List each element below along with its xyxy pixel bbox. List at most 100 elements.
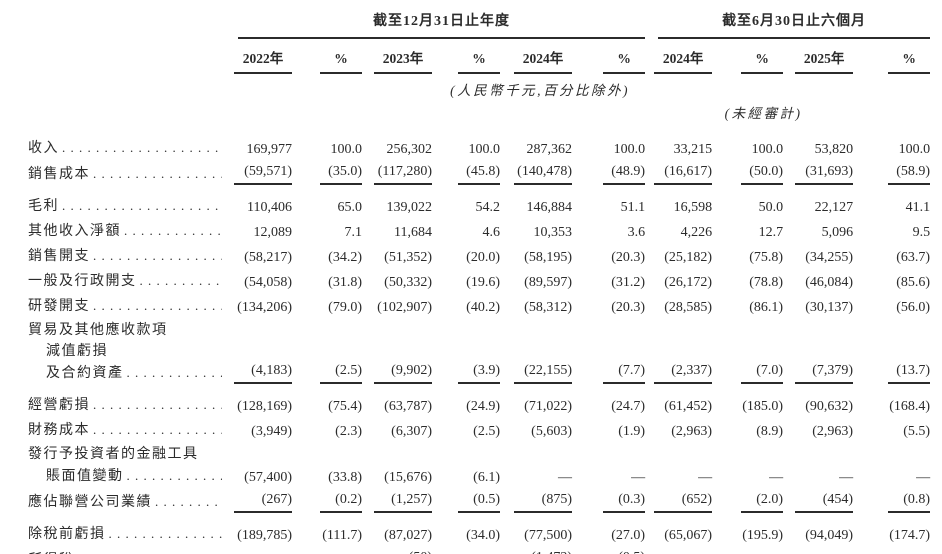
- leader-dots: [93, 395, 222, 415]
- value-text: (189,785): [237, 528, 292, 543]
- value-text: (94,049): [805, 528, 854, 543]
- value-text: (3.9): [458, 361, 500, 384]
- table-row: 貿易及其他應收款項減值虧損及合約資產(4,183)(2.5)(9,902)(3.…: [28, 319, 931, 386]
- row-label: 一般及行政開支: [28, 269, 230, 294]
- column-header-label: 2024年: [514, 49, 572, 74]
- row-label-line: 經營虧損: [28, 394, 230, 416]
- value-text: (1.9): [618, 424, 646, 439]
- value-text: (34.0): [466, 528, 500, 543]
- percent-column-header: %: [432, 41, 500, 76]
- value-text: 169,977: [246, 142, 293, 157]
- table-row: 收入 169,977 100.0 256,302 100.0 287,362 100.0 33…: [28, 125, 930, 161]
- value-text: 5,096: [821, 225, 854, 240]
- column-header-label: 2024年: [654, 49, 713, 74]
- value-text: (15,676): [384, 470, 432, 485]
- cell-value: 11,684: [362, 219, 432, 244]
- value-text: (16,617): [654, 162, 713, 185]
- value-text: 50.0: [758, 200, 784, 215]
- row-label-text: 財務成本: [28, 423, 90, 438]
- value-text: (2.5): [320, 361, 362, 384]
- cell-value: (7,379): [783, 319, 854, 386]
- value-text: (34.2): [328, 250, 362, 265]
- cell-value: (25,182): [645, 244, 712, 269]
- cell-value: (40.2): [432, 294, 500, 319]
- value-text: (4,183): [234, 361, 292, 384]
- cell-value: 16,598: [645, 187, 713, 219]
- cell-value: (34.2): [292, 244, 362, 269]
- value-text: (2.0): [741, 490, 784, 513]
- table-row: 銷售開支 (58,217) (34.2) (51,352) (20.0) (58,195)…: [28, 244, 930, 269]
- year-column-header: 2024年: [645, 41, 713, 76]
- value-text: (48.9): [603, 162, 646, 185]
- value-text: 3.6: [627, 225, 646, 240]
- row-label-text: 經營虧損: [28, 398, 90, 413]
- cell-value: 22,127: [783, 187, 854, 219]
- row-label-text: 銷售開支: [28, 249, 90, 264]
- cell-value: (57,400): [230, 443, 292, 489]
- cell-value: (78.8): [712, 269, 783, 294]
- unaudited-note-row: (未經審計): [28, 102, 930, 125]
- value-text: —: [795, 548, 853, 554]
- value-text: (87,027): [384, 528, 432, 543]
- table-row: 研發開支 (134,206) (79.0) (102,907) (40.2) (58,31…: [28, 294, 930, 319]
- leader-dots: [127, 466, 223, 486]
- value-text: (58,217): [244, 250, 292, 265]
- cell-value: 100.0: [572, 125, 646, 161]
- cell-value: (140,478): [500, 161, 572, 187]
- value-text: —: [769, 470, 784, 485]
- value-text: (6.1): [473, 470, 500, 485]
- value-text: (78.8): [749, 275, 784, 290]
- value-text: 12.7: [758, 225, 784, 240]
- cell-value: 12,089: [230, 219, 293, 244]
- row-label-line: 其他收入淨額: [28, 220, 230, 242]
- cell-value: 33,215: [645, 125, 713, 161]
- cell-value: (652): [645, 489, 713, 515]
- value-text: (58.9): [888, 162, 931, 185]
- value-text: 139,022: [386, 200, 433, 215]
- cell-value: (33.8): [292, 443, 362, 489]
- cell-value: 54.2: [432, 187, 501, 219]
- value-text: —: [320, 548, 362, 554]
- cell-value: (15,676): [362, 443, 432, 489]
- cell-value: (56.0): [853, 294, 930, 319]
- cell-value: (2.3): [292, 418, 362, 443]
- value-text: (195.9): [742, 528, 784, 543]
- value-text: (86.1): [749, 300, 784, 315]
- value-text: (7.7): [603, 361, 646, 384]
- row-label: 應佔聯營公司業績: [28, 489, 230, 515]
- value-text: (168.4): [889, 399, 931, 414]
- value-text: (454): [795, 490, 854, 513]
- value-text: (58,195): [524, 250, 572, 265]
- value-text: (50,332): [384, 275, 432, 290]
- value-text: —: [888, 548, 930, 554]
- cell-value: (90,632): [783, 386, 853, 418]
- cell-value: (2,963): [783, 418, 853, 443]
- value-text: (75.4): [328, 399, 362, 414]
- value-text: (111.7): [322, 528, 362, 543]
- value-text: (63,787): [384, 399, 432, 414]
- value-text: (13.7): [888, 361, 931, 384]
- percent-column-header: %: [712, 41, 784, 76]
- cell-value: (0.5): [432, 489, 500, 515]
- cell-value: (0.5): [572, 547, 645, 554]
- cell-value: (875): [500, 489, 572, 515]
- value-text: (185.0): [742, 399, 784, 414]
- cell-value: (86.1): [712, 294, 783, 319]
- cell-value: (22,155): [500, 319, 572, 386]
- value-text: —: [458, 548, 500, 554]
- value-text: (2.5): [473, 424, 500, 439]
- cell-value: 53,820: [783, 125, 854, 161]
- cell-value: 10,353: [500, 219, 573, 244]
- cell-value: —: [853, 547, 930, 554]
- leader-dots: [155, 492, 222, 512]
- value-text: 51.1: [620, 200, 646, 215]
- cell-value: —: [783, 443, 853, 489]
- row-label-text: 發行予投資者的金融工具: [28, 447, 199, 462]
- value-text: (51,352): [384, 250, 432, 265]
- cell-value: —: [712, 547, 783, 554]
- percent-column-header: %: [853, 41, 931, 76]
- row-label-line: 除稅前虧損: [28, 523, 230, 545]
- row-label-text: 研發開支: [28, 299, 90, 314]
- column-header-row: 2022年% 2023年% 2024年% 2024年% 2025年%: [28, 41, 931, 76]
